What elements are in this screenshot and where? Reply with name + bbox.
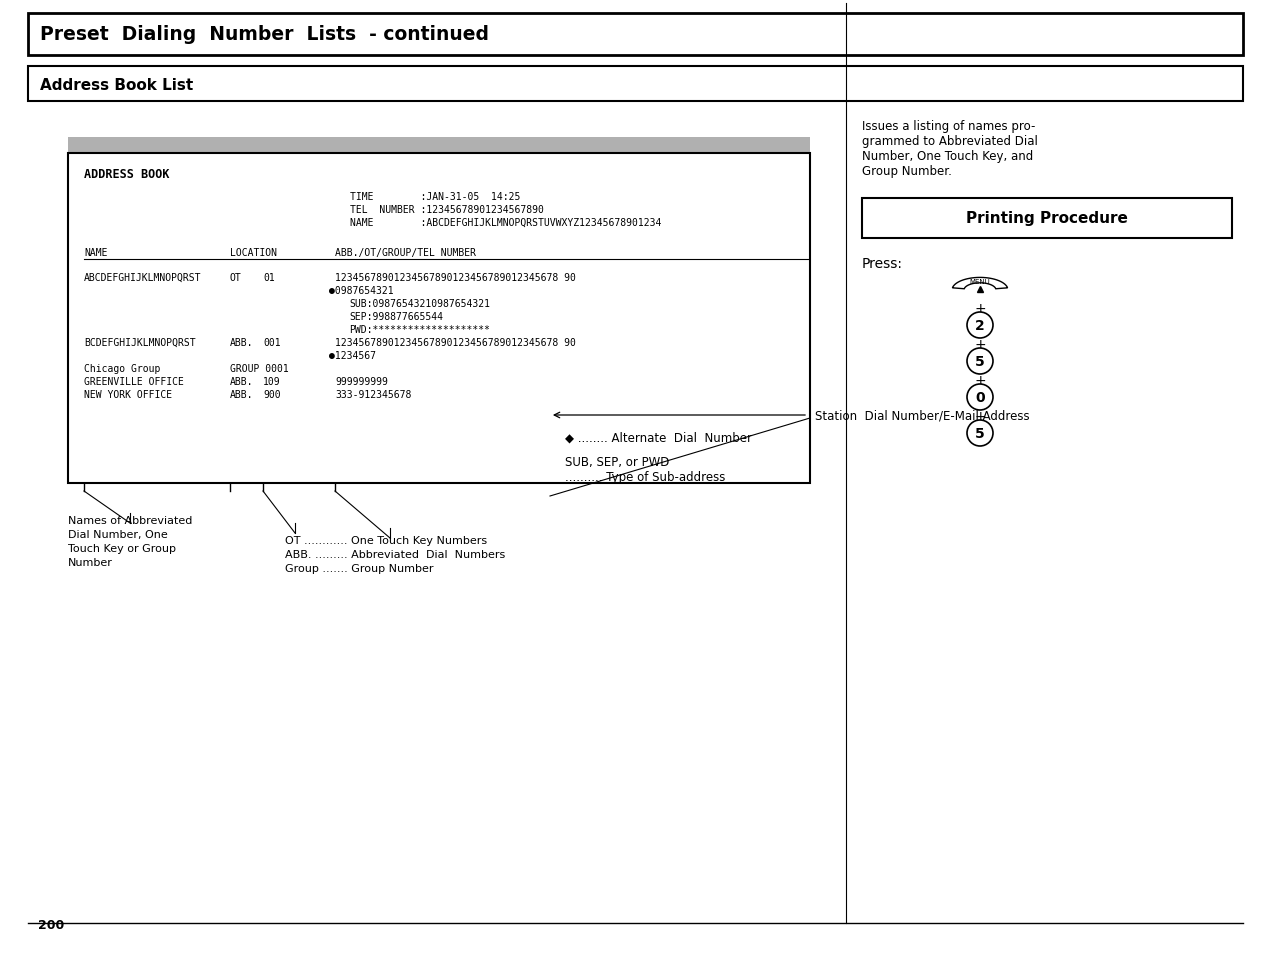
Circle shape	[967, 420, 994, 447]
Text: Issues a listing of names pro-: Issues a listing of names pro-	[862, 120, 1036, 132]
Text: 5: 5	[975, 427, 985, 440]
Text: Group Number.: Group Number.	[862, 165, 952, 178]
Text: ABB.: ABB.	[230, 337, 254, 348]
Text: +: +	[975, 302, 986, 315]
Text: TIME        :JAN-31-05  14:25: TIME :JAN-31-05 14:25	[350, 192, 520, 202]
Text: ADDRESS BOOK: ADDRESS BOOK	[84, 168, 170, 181]
Text: 5: 5	[975, 355, 985, 369]
FancyBboxPatch shape	[862, 199, 1232, 239]
Text: NEW YORK OFFICE: NEW YORK OFFICE	[84, 390, 173, 399]
Text: BCDEFGHIJKLMNOPQRST: BCDEFGHIJKLMNOPQRST	[84, 337, 195, 348]
Text: 200: 200	[38, 918, 65, 931]
Text: OT ............ One Touch Key Numbers
ABB. ......... Abbreviated  Dial  Numbers
: OT ............ One Touch Key Numbers AB…	[286, 536, 505, 574]
FancyBboxPatch shape	[28, 67, 1244, 102]
Text: SUB, SEP, or PWD: SUB, SEP, or PWD	[565, 456, 669, 469]
Text: Press:: Press:	[862, 256, 904, 271]
Text: GROUP 0001: GROUP 0001	[230, 364, 289, 374]
Text: Address Book List: Address Book List	[41, 77, 193, 92]
Text: 999999999: 999999999	[335, 376, 388, 387]
Text: SEP:998877665544: SEP:998877665544	[349, 312, 443, 322]
Text: +: +	[975, 410, 986, 423]
Text: Names of Abbreviated
Dial Number, One
Touch Key or Group
Number: Names of Abbreviated Dial Number, One To…	[69, 516, 193, 567]
Text: 001: 001	[263, 337, 280, 348]
Text: 2: 2	[975, 318, 985, 333]
Text: 109: 109	[263, 376, 280, 387]
FancyBboxPatch shape	[69, 153, 810, 483]
Text: 900: 900	[263, 390, 280, 399]
Text: OT: OT	[230, 273, 242, 283]
Text: 01: 01	[263, 273, 275, 283]
Text: ABCDEFGHIJKLMNOPQRST: ABCDEFGHIJKLMNOPQRST	[84, 273, 202, 283]
Text: Number, One Touch Key, and: Number, One Touch Key, and	[862, 150, 1033, 163]
Text: Station  Dial Number/E-Mail Address: Station Dial Number/E-Mail Address	[815, 409, 1029, 422]
Text: ABB.: ABB.	[230, 390, 254, 399]
Circle shape	[967, 349, 994, 375]
Text: NAME: NAME	[84, 248, 108, 257]
Text: .......... Type of Sub-address: .......... Type of Sub-address	[565, 471, 726, 483]
Text: 333-912345678: 333-912345678	[335, 390, 411, 399]
Text: ◆ ........ Alternate  Dial  Number: ◆ ........ Alternate Dial Number	[565, 431, 753, 444]
Text: ●0987654321: ●0987654321	[329, 286, 393, 295]
Text: SUB:09876543210987654321: SUB:09876543210987654321	[349, 298, 490, 309]
Text: ●1234567: ●1234567	[329, 351, 376, 360]
Text: 12345678901234567890123456789012345678 90: 12345678901234567890123456789012345678 9…	[335, 337, 576, 348]
Text: NAME        :ABCDEFGHIJKLMNOPQRSTUVWXYZ12345678901234: NAME :ABCDEFGHIJKLMNOPQRSTUVWXYZ12345678…	[350, 218, 661, 228]
Text: 0: 0	[975, 391, 985, 405]
Text: ABB./OT/GROUP/TEL NUMBER: ABB./OT/GROUP/TEL NUMBER	[335, 248, 476, 257]
Polygon shape	[953, 278, 1008, 290]
FancyBboxPatch shape	[28, 14, 1244, 56]
Text: +: +	[975, 337, 986, 352]
Circle shape	[967, 313, 994, 338]
Text: GREENVILLE OFFICE: GREENVILLE OFFICE	[84, 376, 184, 387]
Text: +: +	[975, 374, 986, 388]
Text: Printing Procedure: Printing Procedure	[966, 212, 1128, 226]
Text: LOCATION: LOCATION	[230, 248, 277, 257]
Text: TEL  NUMBER :12345678901234567890: TEL NUMBER :12345678901234567890	[350, 205, 544, 214]
Text: Chicago Group: Chicago Group	[84, 364, 160, 374]
Text: MENU: MENU	[970, 278, 990, 285]
Circle shape	[967, 385, 994, 411]
Text: ABB.: ABB.	[230, 376, 254, 387]
Text: 12345678901234567890123456789012345678 90: 12345678901234567890123456789012345678 9…	[335, 273, 576, 283]
Text: PWD:********************: PWD:********************	[349, 325, 490, 335]
Text: Preset  Dialing  Number  Lists  - continued: Preset Dialing Number Lists - continued	[41, 26, 489, 45]
Text: grammed to Abbreviated Dial: grammed to Abbreviated Dial	[862, 135, 1038, 148]
FancyBboxPatch shape	[69, 138, 810, 153]
